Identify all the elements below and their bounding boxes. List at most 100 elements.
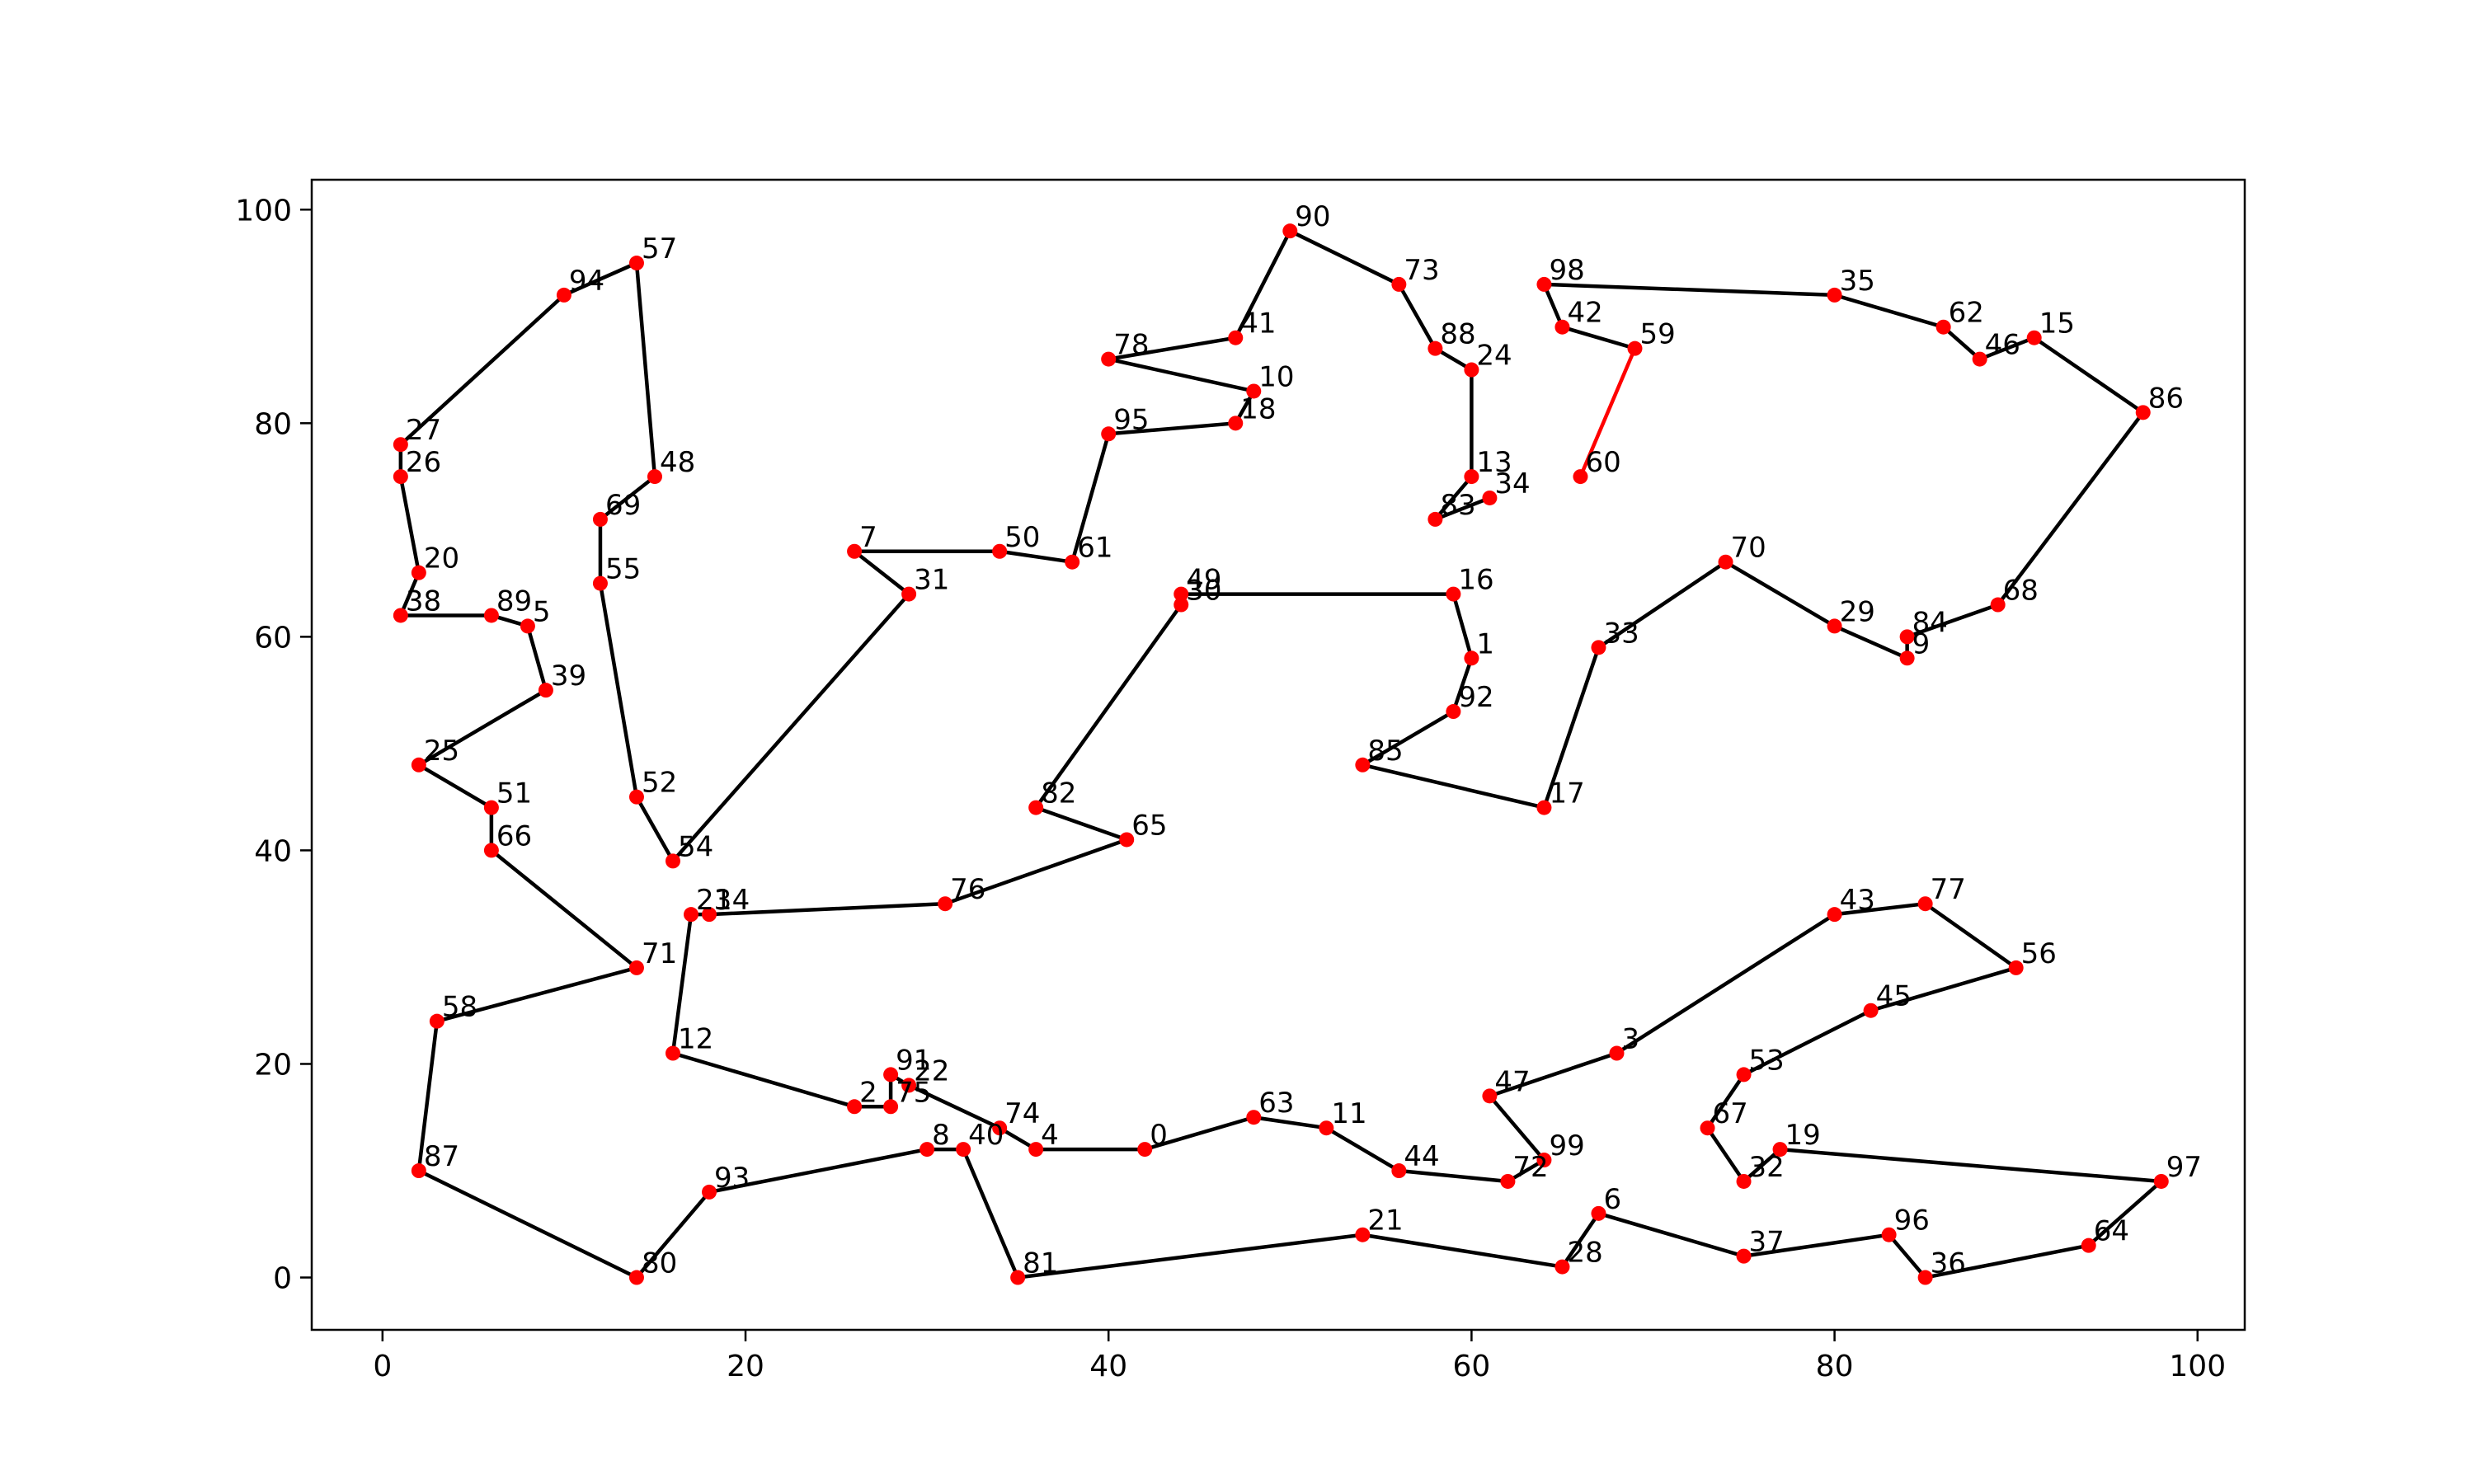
edge-31-7 [852, 549, 911, 596]
point-label-87: 87 [424, 1140, 459, 1173]
point-label-19: 19 [1785, 1119, 1821, 1152]
point-label-44: 44 [1404, 1140, 1439, 1173]
edge-96-37 [1742, 1233, 1891, 1258]
point-23 [683, 907, 698, 923]
x-tick-label-20: 20 [727, 1350, 764, 1383]
point-95 [1101, 426, 1117, 442]
point-47 [1482, 1088, 1498, 1104]
edge-98-35 [1542, 282, 1837, 298]
edge-13-83 [1433, 474, 1474, 522]
city-points [393, 223, 2169, 1285]
point-38 [393, 608, 408, 623]
point-label-97: 97 [2166, 1151, 2202, 1184]
y-axis: 0 20 40 60 80 100 [235, 194, 312, 1296]
point-label-28: 28 [1567, 1237, 1602, 1270]
point-label-52: 52 [642, 767, 677, 800]
edge-67-32 [1705, 1125, 1746, 1184]
point-label-93: 93 [714, 1162, 750, 1195]
point-label-51: 51 [496, 777, 532, 810]
point-label-99: 99 [1549, 1129, 1584, 1162]
point-label-40: 40 [968, 1119, 1004, 1152]
point-label-62: 62 [1949, 297, 1984, 330]
point-label-82: 82 [1041, 777, 1076, 810]
point-14 [702, 907, 717, 923]
point-83 [1427, 511, 1443, 527]
edge-94-57 [562, 261, 639, 298]
point-label-72: 72 [1512, 1151, 1548, 1184]
point-label-39: 39 [551, 660, 586, 693]
point-label-42: 42 [1567, 297, 1602, 330]
edge-25-39 [416, 688, 548, 768]
point-label-8: 8 [932, 1119, 950, 1152]
point-59 [1627, 340, 1643, 356]
point-label-5: 5 [533, 595, 551, 628]
point-label-94: 94 [569, 265, 604, 298]
point-98 [1536, 276, 1552, 292]
edge-30-82 [1033, 603, 1183, 810]
y-tick-label-60: 60 [254, 621, 292, 655]
point-label-53: 53 [1749, 1044, 1785, 1077]
point-7 [847, 543, 863, 559]
point-label-84: 84 [1912, 606, 1948, 639]
point-76 [938, 896, 953, 912]
edge-33-17 [1542, 646, 1601, 810]
edge-92-1 [1451, 656, 1474, 714]
y-tick-label-20: 20 [254, 1048, 292, 1082]
point-88 [1427, 340, 1443, 356]
point-label-59: 59 [1639, 318, 1675, 351]
edge-65-76 [943, 838, 1129, 906]
highlighted-edges [1578, 346, 1637, 479]
point-label-11: 11 [1331, 1097, 1366, 1130]
point-label-48: 48 [660, 446, 695, 479]
point-label-45: 45 [1876, 980, 1912, 1013]
point-29 [1827, 618, 1842, 634]
point-19 [1772, 1142, 1788, 1158]
point-24 [1464, 362, 1479, 378]
edge-54-31 [670, 592, 911, 863]
point-label-69: 69 [605, 489, 641, 522]
point-15 [2026, 330, 2042, 345]
point-56 [2008, 960, 2024, 975]
point-label-90: 90 [1295, 200, 1330, 233]
edge-35-62 [1832, 293, 1945, 329]
edge-57-48 [634, 261, 657, 479]
point-18 [1228, 416, 1244, 431]
x-axis: 0 20 40 60 80 100 [373, 1330, 2226, 1383]
edge-73-88 [1397, 282, 1437, 350]
point-35 [1827, 287, 1842, 303]
point-label-67: 67 [1713, 1097, 1748, 1130]
point-10 [1246, 383, 1262, 399]
edge-64-36 [1923, 1243, 2091, 1280]
edge-1-16 [1451, 592, 1474, 660]
edge-71-66 [489, 848, 639, 970]
edge-39-5 [525, 624, 548, 693]
point-label-46: 46 [1985, 329, 2020, 362]
point-43 [1827, 907, 1842, 923]
edge-68-84 [1905, 603, 2000, 639]
point-40 [956, 1142, 971, 1158]
point-label-86: 86 [2148, 382, 2184, 415]
point-63 [1246, 1110, 1262, 1125]
y-tick-label-100: 100 [235, 194, 292, 228]
point-label-25: 25 [424, 735, 459, 768]
point-label-92: 92 [1458, 681, 1493, 714]
point-11 [1319, 1120, 1334, 1136]
point-label-85: 85 [1367, 735, 1403, 768]
point-label-81: 81 [1023, 1247, 1058, 1280]
edge-12-2 [670, 1051, 857, 1109]
edge-59-42 [1560, 325, 1637, 350]
point-label-24: 24 [1476, 340, 1512, 373]
point-label-32: 32 [1749, 1151, 1785, 1184]
point-74 [992, 1120, 1008, 1136]
edge-77-56 [1923, 901, 2018, 970]
point-32 [1736, 1173, 1752, 1189]
y-tick-label-80: 80 [254, 407, 292, 441]
point-28 [1554, 1259, 1570, 1275]
point-45 [1863, 1003, 1879, 1018]
point-49 [1174, 586, 1189, 602]
point-12 [665, 1045, 680, 1061]
point-42 [1554, 319, 1570, 335]
point-70 [1718, 554, 1733, 570]
point-20 [411, 565, 426, 580]
edge-46-15 [1978, 336, 2036, 361]
